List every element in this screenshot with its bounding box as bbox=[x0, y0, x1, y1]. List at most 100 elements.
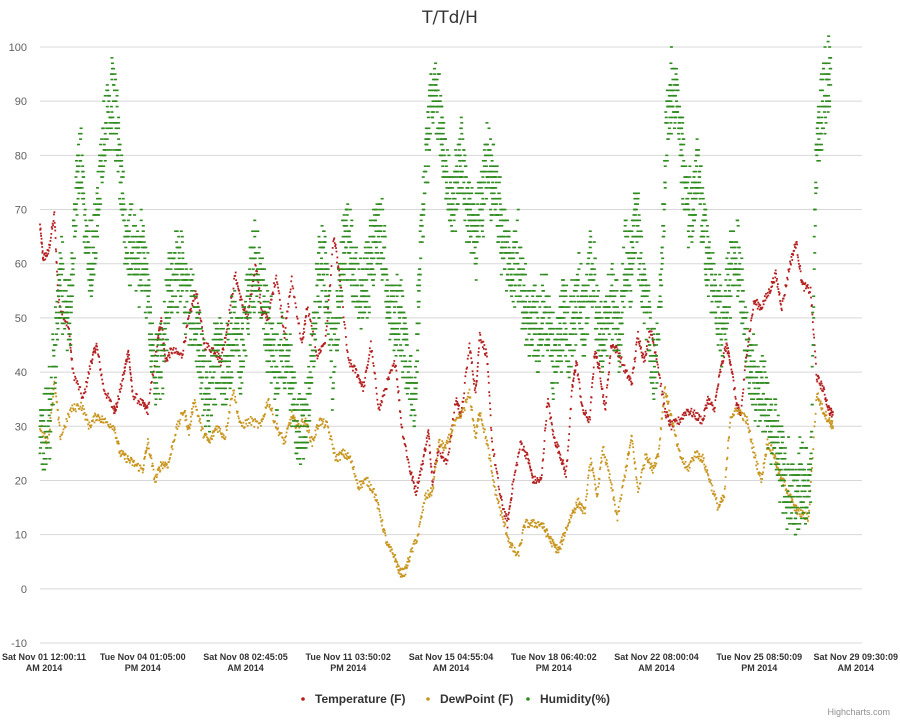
data-point bbox=[330, 274, 332, 276]
series-1 bbox=[39, 380, 834, 578]
data-point bbox=[378, 408, 381, 411]
data-point bbox=[95, 203, 99, 205]
data-point bbox=[176, 290, 180, 292]
data-point bbox=[532, 519, 535, 522]
data-point bbox=[813, 425, 816, 428]
data-point bbox=[602, 402, 605, 405]
data-point bbox=[610, 346, 613, 349]
data-point bbox=[807, 515, 810, 518]
data-point bbox=[50, 387, 54, 390]
data-point bbox=[192, 290, 196, 292]
data-point bbox=[334, 327, 338, 330]
data-point bbox=[657, 455, 660, 458]
data-point bbox=[128, 273, 132, 276]
data-point bbox=[492, 484, 495, 487]
data-point bbox=[237, 287, 240, 290]
data-point bbox=[287, 305, 290, 308]
data-point bbox=[685, 414, 688, 417]
data-point bbox=[484, 354, 487, 357]
data-point bbox=[99, 159, 103, 162]
data-point bbox=[419, 473, 422, 476]
data-point bbox=[57, 268, 61, 270]
data-point bbox=[92, 419, 94, 422]
data-point bbox=[263, 306, 267, 308]
data-point bbox=[752, 308, 754, 311]
data-point bbox=[499, 497, 502, 499]
data-point bbox=[458, 404, 460, 407]
data-point bbox=[819, 400, 822, 403]
data-point bbox=[400, 423, 403, 426]
data-point bbox=[374, 499, 377, 501]
data-point bbox=[429, 451, 432, 454]
data-point bbox=[248, 268, 252, 270]
data-point bbox=[720, 364, 722, 367]
data-point bbox=[374, 372, 376, 375]
data-point bbox=[265, 406, 267, 409]
data-point bbox=[241, 304, 244, 307]
data-point bbox=[580, 401, 583, 404]
data-point bbox=[143, 273, 147, 276]
data-point bbox=[592, 376, 594, 378]
data-point bbox=[163, 347, 166, 350]
data-point bbox=[195, 311, 199, 314]
data-point bbox=[193, 344, 197, 346]
data-point bbox=[258, 268, 262, 270]
data-point bbox=[744, 365, 747, 368]
data-point bbox=[611, 489, 614, 491]
data-point bbox=[819, 387, 822, 390]
data-point bbox=[303, 331, 306, 334]
data-point bbox=[98, 165, 102, 167]
data-point bbox=[290, 280, 293, 283]
data-point bbox=[107, 127, 111, 130]
data-point bbox=[317, 317, 321, 319]
data-point bbox=[155, 360, 159, 363]
data-point bbox=[180, 352, 182, 355]
data-point bbox=[233, 333, 237, 335]
data-point bbox=[147, 403, 150, 405]
data-point bbox=[802, 513, 805, 516]
data-point bbox=[559, 547, 562, 550]
data-point bbox=[459, 416, 462, 419]
data-point bbox=[205, 387, 209, 390]
data-point bbox=[581, 512, 584, 515]
data-point bbox=[198, 309, 201, 312]
data-point bbox=[220, 344, 224, 346]
data-point bbox=[138, 252, 142, 254]
data-point bbox=[469, 351, 472, 354]
data-point bbox=[184, 409, 186, 412]
data-point bbox=[342, 262, 346, 265]
data-point bbox=[71, 273, 75, 276]
data-point bbox=[491, 440, 493, 443]
data-point bbox=[258, 279, 262, 281]
data-point bbox=[291, 415, 294, 418]
data-point bbox=[329, 327, 333, 330]
data-point bbox=[60, 273, 64, 276]
data-point bbox=[324, 322, 328, 325]
data-point bbox=[327, 311, 331, 314]
data-point bbox=[486, 355, 488, 358]
data-point bbox=[652, 467, 655, 470]
data-point bbox=[318, 246, 322, 249]
data-point bbox=[92, 273, 96, 276]
data-point bbox=[386, 541, 389, 544]
data-point bbox=[337, 265, 340, 268]
data-point bbox=[69, 295, 73, 298]
data-point bbox=[830, 423, 833, 426]
data-point bbox=[509, 501, 512, 504]
data-point bbox=[38, 436, 42, 438]
data-point bbox=[334, 459, 337, 462]
data-point bbox=[83, 408, 85, 411]
data-point bbox=[334, 245, 337, 247]
data-point bbox=[66, 295, 70, 298]
data-point bbox=[68, 284, 72, 287]
data-point bbox=[256, 270, 258, 273]
data-point bbox=[472, 373, 474, 376]
y-tick-label: 0 bbox=[21, 584, 27, 596]
data-point bbox=[95, 192, 99, 195]
data-point bbox=[61, 300, 65, 303]
data-point bbox=[288, 296, 291, 298]
data-point bbox=[258, 287, 261, 290]
data-point bbox=[830, 415, 833, 418]
data-point bbox=[207, 392, 211, 395]
data-point bbox=[305, 392, 309, 395]
